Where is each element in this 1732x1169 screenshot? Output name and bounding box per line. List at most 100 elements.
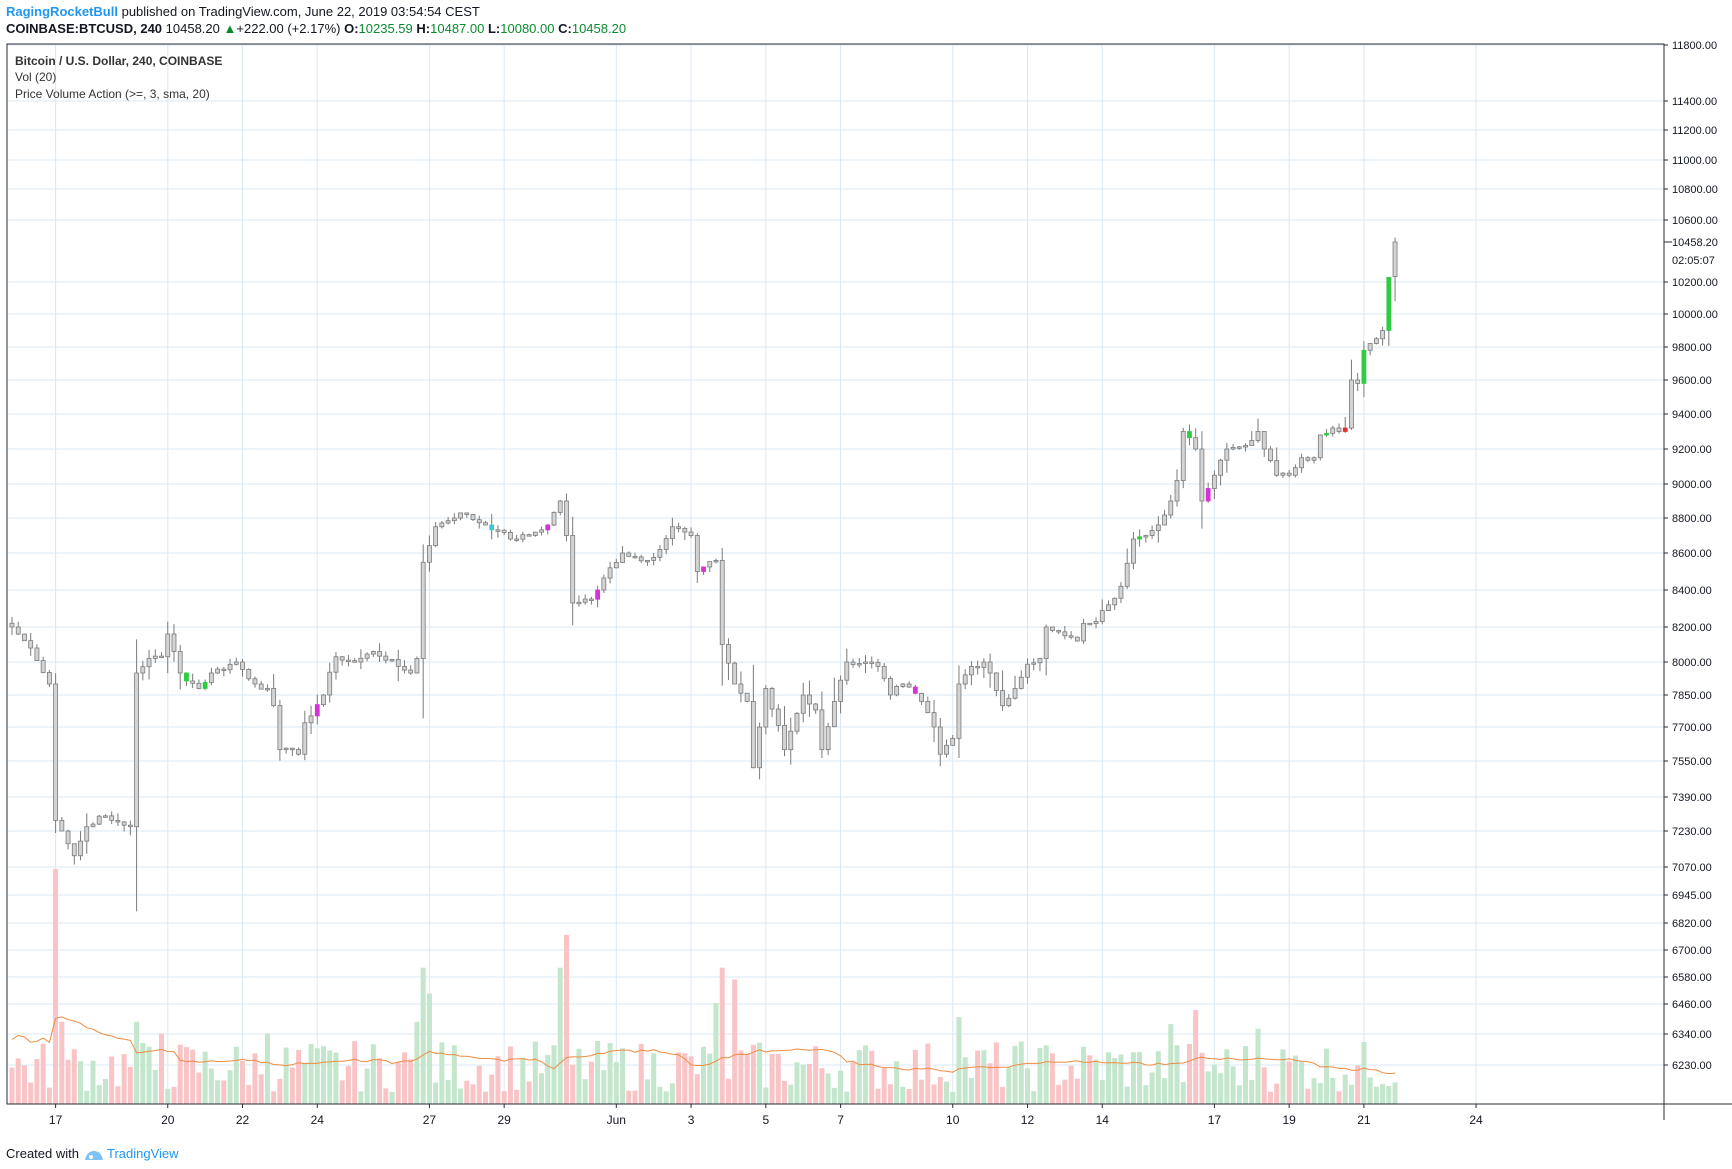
price-tick-label: 9200.00 (1672, 444, 1712, 456)
candle-body (663, 538, 669, 550)
candle-body (389, 659, 395, 662)
candle (738, 671, 744, 703)
time-axis[interactable]: 17 20 22 24 27 29 Jun 3 5 7 10 12 14 17 19 21 24 (49, 1104, 1483, 1127)
candle (152, 649, 158, 664)
volume-bar (34, 1058, 40, 1104)
candle (931, 700, 937, 743)
volume-bar (1006, 1067, 1012, 1104)
candle-body (115, 819, 121, 823)
volume-bar (358, 1091, 364, 1104)
candle (289, 747, 295, 757)
volume-bar (657, 1086, 663, 1104)
candle (1074, 636, 1080, 642)
time-tick-label: 7 (837, 1113, 844, 1127)
candle-body (944, 744, 949, 755)
candle (252, 676, 258, 688)
candle-body (103, 815, 108, 818)
candle-body (96, 815, 102, 825)
price-axis[interactable]: 11800.00 11400.00 11200.00 11000.00 10800.00… (1664, 40, 1718, 1072)
candle-body (881, 666, 887, 679)
candle-body (607, 567, 613, 579)
volume-bar (408, 1059, 414, 1104)
candle (1174, 469, 1180, 507)
candle-body (71, 843, 77, 857)
candle (532, 531, 538, 537)
volume-bar (651, 1053, 657, 1104)
candle-body (439, 522, 445, 528)
candle (676, 522, 682, 533)
candle (265, 684, 270, 692)
volume-bar (713, 1002, 719, 1104)
candle (526, 533, 532, 537)
candle-body (850, 661, 856, 665)
tradingview-link[interactable]: TradingView (106, 1146, 179, 1161)
volume-bar (1386, 1086, 1392, 1104)
candle (346, 654, 351, 667)
volume-bar (414, 1021, 420, 1104)
candle-body (202, 682, 208, 689)
publish-info: published on TradingView.com, June 22, 2… (121, 4, 480, 19)
candle (408, 665, 414, 675)
volume-bar (875, 1088, 881, 1104)
candle-body (1305, 457, 1311, 461)
volume-bar (825, 1073, 831, 1104)
volume-bar (563, 934, 569, 1104)
change-value: +222.00 (+2.17%) (236, 21, 341, 36)
candle-body (819, 709, 825, 751)
candle (1317, 434, 1323, 461)
time-tick-label: 24 (1469, 1113, 1483, 1127)
volume-bar (1367, 1077, 1373, 1104)
candle-body (888, 677, 893, 696)
candle-body (856, 663, 862, 666)
volume-bar (682, 1053, 688, 1104)
candle-body (383, 655, 389, 661)
volume-bar (289, 1067, 295, 1104)
volume-bar (1118, 1054, 1124, 1104)
volume-bar (881, 1068, 887, 1104)
candle-body (588, 598, 594, 601)
candle-body (196, 682, 202, 689)
volume-bar (433, 1082, 439, 1104)
candle-body (1261, 431, 1267, 450)
volume-bar (1037, 1048, 1043, 1104)
volume-bar (451, 1045, 457, 1104)
time-tick-label: 12 (1021, 1113, 1035, 1127)
candle-body (694, 535, 700, 572)
price-tick-label: 8800.00 (1672, 513, 1712, 525)
candle-body (975, 666, 981, 669)
volume-bar (40, 1043, 46, 1104)
candle (688, 527, 694, 539)
time-tick-label: 5 (762, 1113, 769, 1127)
candle (1131, 531, 1136, 570)
candle (1367, 342, 1373, 356)
candle-body (433, 526, 439, 547)
volume-bar (844, 1091, 850, 1104)
candle (713, 558, 719, 564)
volume-bar (221, 1080, 227, 1104)
volume-bar (676, 1052, 682, 1104)
volume-bar (90, 1060, 96, 1104)
candle-body (1193, 437, 1199, 450)
candle-body (1037, 658, 1043, 664)
volume-bar (1149, 1072, 1155, 1104)
volume-bar (1193, 1010, 1199, 1104)
candle-body (364, 653, 370, 659)
price-tick-label: 10800.00 (1672, 184, 1718, 196)
volume-bar (321, 1046, 326, 1104)
candle (501, 528, 507, 536)
candle (1162, 509, 1167, 526)
volume-bar (9, 1067, 15, 1104)
candle-body (1274, 460, 1280, 476)
author-link[interactable]: RagingRocketBull (6, 4, 118, 19)
close-label: C: (558, 21, 572, 36)
candle-body (981, 661, 987, 668)
volume-bar (526, 1081, 532, 1104)
price-tick-label: 10600.00 (1672, 215, 1718, 227)
volume-bar (1112, 1058, 1118, 1104)
candle (950, 735, 956, 746)
volume-ma-line (11, 1016, 1396, 1075)
candle (439, 520, 445, 529)
candle (1193, 428, 1199, 451)
volume-bar (1074, 1078, 1080, 1104)
